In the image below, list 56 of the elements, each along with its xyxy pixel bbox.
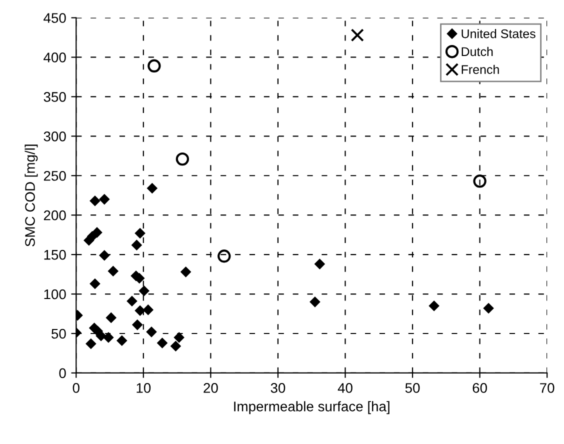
y-tick-label: 200 bbox=[44, 210, 66, 220]
y-tick-label: 250 bbox=[44, 170, 66, 181]
point bbox=[99, 250, 110, 261]
y-axis-title: SMC COD [mg/l] bbox=[24, 144, 38, 246]
point bbox=[180, 266, 192, 278]
point bbox=[218, 250, 231, 263]
point bbox=[428, 300, 440, 312]
point bbox=[106, 312, 116, 323]
point bbox=[96, 330, 106, 342]
x-tick-label: 30 bbox=[270, 383, 286, 393]
point bbox=[90, 278, 100, 290]
point bbox=[90, 196, 100, 206]
x-tick-label: 10 bbox=[136, 383, 151, 393]
point bbox=[310, 296, 320, 308]
point bbox=[146, 326, 157, 338]
x-tick-label: 70 bbox=[540, 383, 554, 393]
legend-label: United States bbox=[462, 29, 536, 38]
point bbox=[176, 152, 190, 166]
point bbox=[148, 59, 161, 73]
point bbox=[126, 296, 138, 306]
legend-label: French bbox=[462, 64, 499, 74]
y-tick-label: 50 bbox=[52, 328, 66, 339]
x-tick-label: 20 bbox=[204, 383, 218, 393]
point bbox=[131, 240, 142, 250]
x-tick-label: 60 bbox=[472, 383, 487, 393]
point bbox=[146, 182, 158, 194]
point bbox=[103, 332, 114, 343]
point bbox=[350, 28, 364, 42]
point bbox=[99, 194, 110, 205]
y-tick-label: 450 bbox=[44, 13, 66, 23]
point bbox=[86, 338, 96, 350]
point bbox=[134, 228, 146, 239]
y-tick-label: 400 bbox=[44, 52, 66, 62]
x-axis-title: Impermeable surface [ha] bbox=[234, 401, 390, 414]
y-tick-label: 0 bbox=[59, 368, 66, 378]
point bbox=[170, 340, 181, 352]
legend-label: Dutch bbox=[462, 46, 493, 56]
point bbox=[84, 235, 94, 246]
point bbox=[483, 302, 494, 314]
x-tick-label: 40 bbox=[338, 383, 352, 393]
point bbox=[116, 335, 128, 346]
point bbox=[134, 305, 146, 316]
point bbox=[108, 266, 118, 276]
x-tick-label: 0 bbox=[72, 383, 80, 393]
point bbox=[142, 304, 154, 316]
point bbox=[132, 320, 143, 330]
point bbox=[138, 286, 150, 296]
point bbox=[473, 174, 486, 188]
y-tick-label: 150 bbox=[44, 250, 66, 260]
point bbox=[156, 338, 168, 348]
y-tick-label: 300 bbox=[44, 131, 66, 142]
point bbox=[314, 258, 325, 270]
point bbox=[174, 332, 184, 343]
x-tick-label: 50 bbox=[405, 383, 420, 393]
y-tick-label: 100 bbox=[44, 289, 66, 300]
y-tick-label: 350 bbox=[44, 92, 66, 102]
